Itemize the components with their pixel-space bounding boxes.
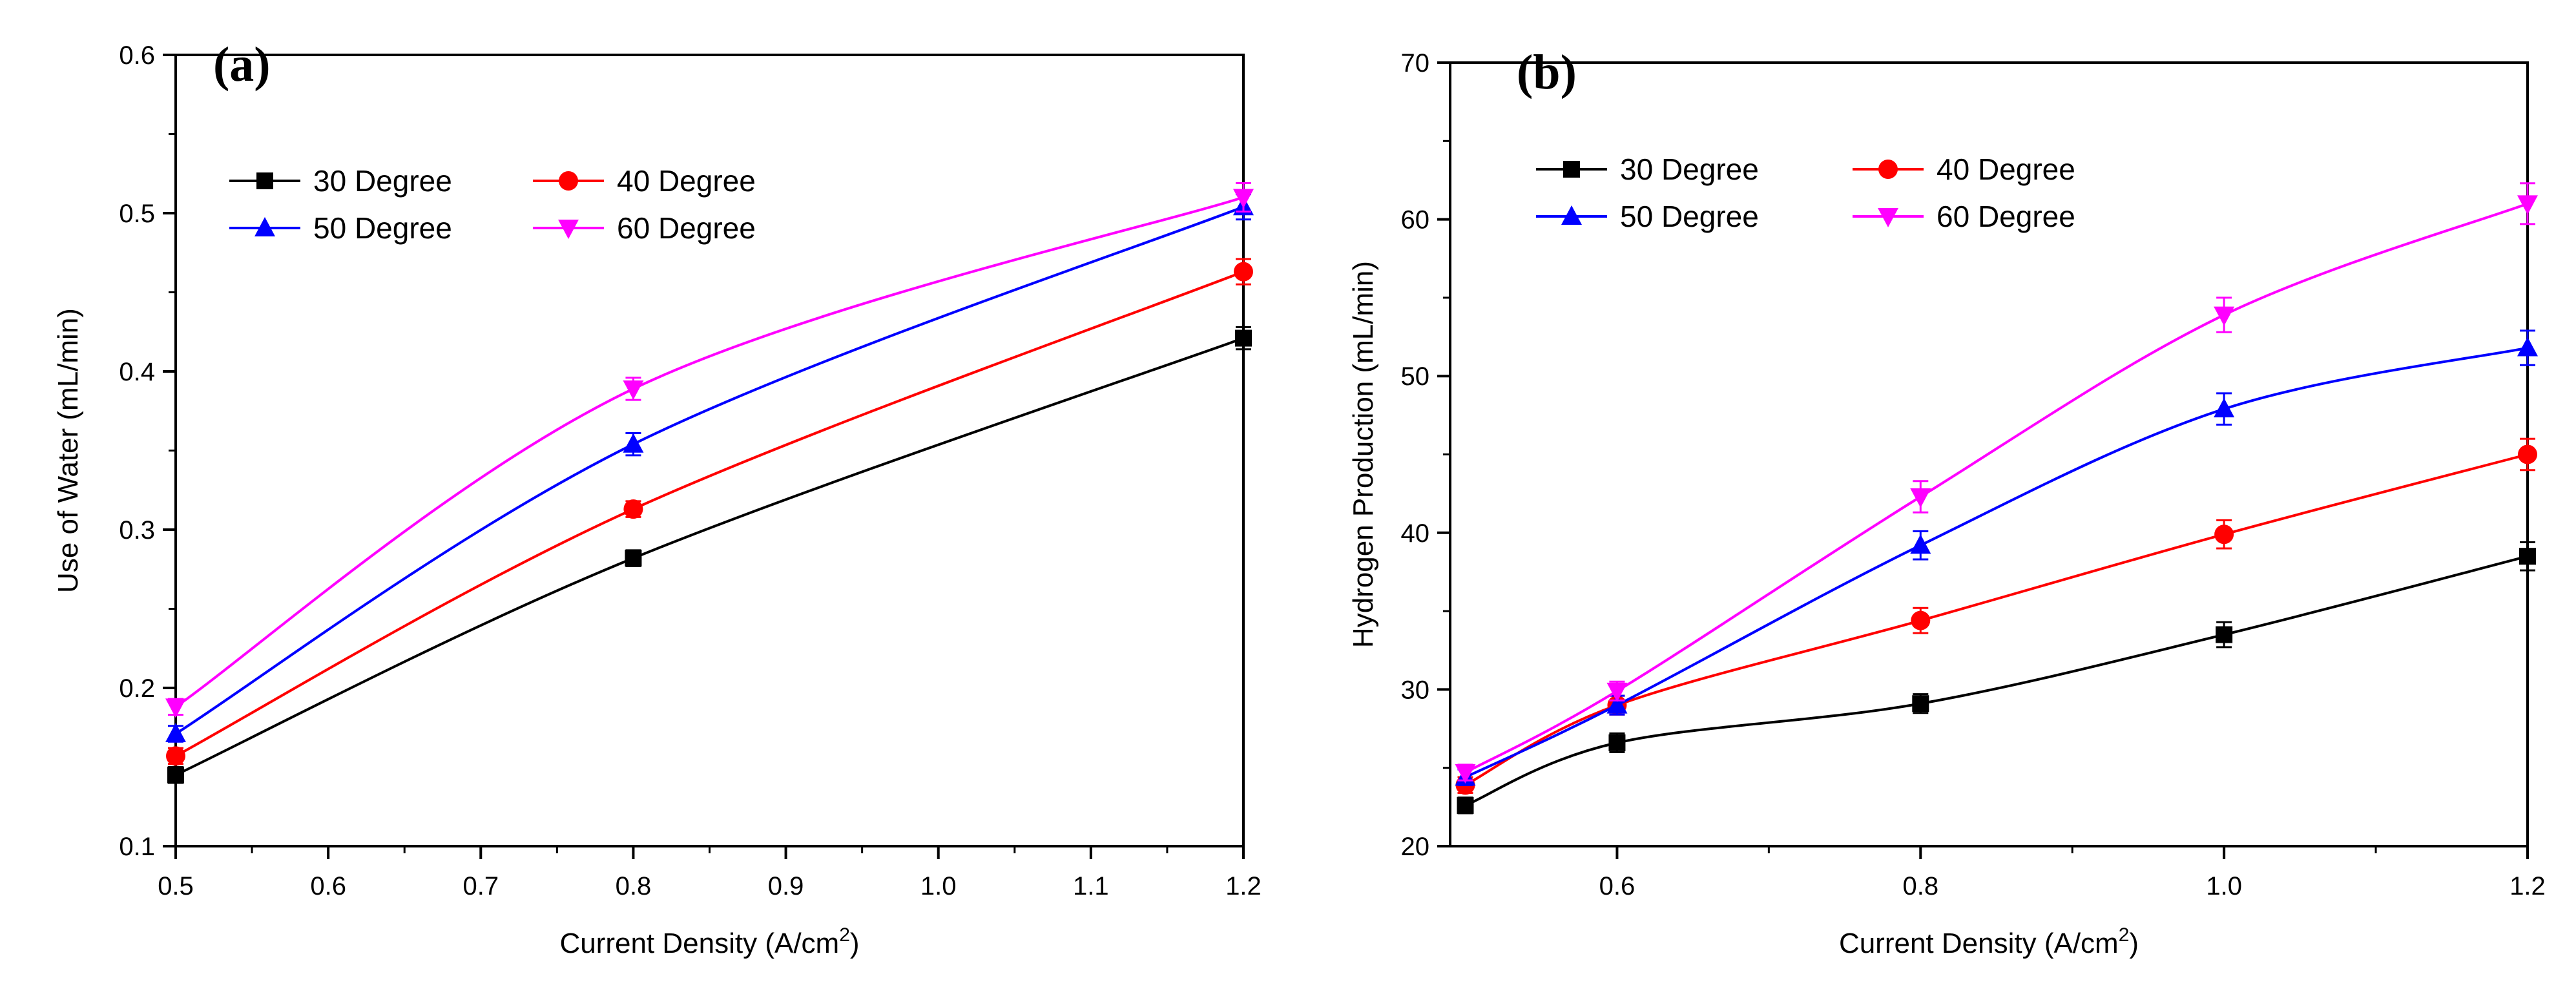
panel-label: (b) (1517, 45, 1577, 99)
data-point (1606, 682, 1628, 702)
data-point (167, 766, 184, 784)
series-30-degree (167, 326, 1252, 784)
data-point (1912, 695, 1929, 712)
legend-marker (254, 217, 275, 236)
data-point (1235, 329, 1252, 347)
series-line (1464, 346, 2528, 779)
data-point (165, 698, 186, 718)
series-30-degree (1457, 541, 2536, 815)
data-point (2517, 337, 2538, 357)
legend: 30 Degree 40 Degree 50 Degree 60 Degree (229, 164, 756, 245)
data-point (625, 550, 642, 567)
legend-label: 50 Degree (1620, 200, 1759, 233)
x-tick-label: 1.1 (1073, 872, 1109, 900)
series-line (1464, 453, 2528, 787)
x-tick-label: 0.6 (310, 872, 346, 900)
data-point (165, 723, 186, 743)
data-point (2519, 548, 2536, 565)
data-point (1910, 488, 1931, 508)
y-axis-label: Hydrogen Production (mL/min) (1347, 261, 1379, 648)
x-axis-label-close: ) (2129, 928, 2139, 959)
legend-label: 30 Degree (1620, 152, 1759, 186)
x-axis-label: Current Density (A/cm2) (559, 924, 859, 959)
data-point (2214, 306, 2235, 326)
x-tick-label: 1.2 (2509, 872, 2546, 900)
series-line (1464, 202, 2528, 774)
data-point (2216, 626, 2233, 643)
data-point (166, 746, 185, 766)
series-60-degree (1455, 182, 2538, 784)
y-tick-label: 0.5 (119, 200, 155, 228)
data-point (623, 380, 644, 400)
data-point (623, 499, 643, 519)
data-point (1606, 694, 1628, 714)
x-axis-label-text: Current Density (A/cm (559, 928, 839, 959)
x-tick-label: 0.6 (1599, 872, 1636, 900)
x-tick-label: 1.0 (920, 872, 957, 900)
x-tick-label: 0.9 (768, 872, 804, 900)
x-tick-label: 0.5 (158, 872, 194, 900)
y-tick-label: 0.4 (119, 358, 155, 386)
x-axis-label-close: ) (850, 928, 860, 959)
data-point (2214, 525, 2234, 545)
y-tick-label: 70 (1401, 49, 1430, 78)
y-tick-label: 40 (1401, 519, 1430, 548)
series-40-degree (166, 258, 1253, 766)
y-tick-label: 60 (1401, 206, 1430, 234)
data-point (2518, 444, 2537, 464)
data-point (1457, 796, 1474, 814)
data-point (1455, 764, 1476, 784)
series-50-degree (165, 193, 1254, 743)
y-tick-label: 0.3 (119, 516, 155, 545)
data-point (1234, 262, 1253, 282)
series-60-degree (165, 182, 1254, 718)
x-tick-label: 0.8 (616, 872, 652, 900)
y-tick-label: 50 (1401, 362, 1430, 391)
panel-a: 0.5 0.6 0.7 0.8 0.9 1.0 1.1 1.2 0.1 0.2 0.3 0.4 0.5 0… (52, 37, 1262, 959)
legend-marker (1878, 208, 1898, 227)
y-tick-label: 0.2 (119, 674, 155, 703)
legend-label: 60 Degree (1937, 200, 2075, 233)
legend-marker (558, 220, 579, 239)
series-line (175, 337, 1244, 776)
legend-label: 40 Degree (617, 164, 756, 198)
x-axis-label: Current Density (A/cm2) (1839, 924, 2139, 959)
legend-marker (559, 171, 578, 191)
y-tick-label: 0.1 (119, 833, 155, 861)
data-point (2517, 195, 2538, 215)
legend-marker (256, 172, 273, 189)
x-tick-label: 0.7 (462, 872, 499, 900)
data-point (2214, 398, 2235, 418)
data-point (1911, 610, 1931, 630)
data-point (1608, 734, 1626, 751)
y-axis-label: Use of Water (mL/min) (52, 308, 84, 593)
data-point (623, 433, 644, 453)
x-axis-label-superscript: 2 (839, 924, 850, 946)
x-tick-label: 1.2 (1225, 872, 1262, 900)
x-axis-label-text: Current Density (A/cm (1839, 928, 2119, 959)
series-50-degree (1455, 329, 2538, 786)
x-tick-label: 1.0 (2206, 872, 2242, 900)
x-tick-label: 0.8 (1902, 872, 1938, 900)
y-tick-label: 20 (1401, 833, 1430, 861)
legend-marker (1878, 160, 1898, 179)
panel-label: (a) (213, 37, 271, 92)
legend: 30 Degree 40 Degree 50 Degree 60 Degree (1536, 152, 2075, 233)
data-point (1910, 534, 1931, 554)
legend-label: 30 Degree (313, 164, 452, 198)
series-line (1464, 555, 2528, 807)
legend-label: 60 Degree (617, 211, 756, 245)
panel-b: 0.6 0.8 1.0 1.2 20 30 40 50 60 70 Current Density … (1347, 45, 2546, 959)
y-tick-label: 30 (1401, 676, 1430, 704)
x-axis-label-superscript: 2 (2119, 924, 2130, 946)
y-tick-label: 0.6 (119, 41, 155, 70)
legend-marker (1561, 205, 1582, 225)
legend-label: 40 Degree (1937, 152, 2075, 186)
legend-marker (1563, 161, 1580, 178)
data-point (1233, 189, 1254, 209)
legend-label: 50 Degree (313, 211, 452, 245)
